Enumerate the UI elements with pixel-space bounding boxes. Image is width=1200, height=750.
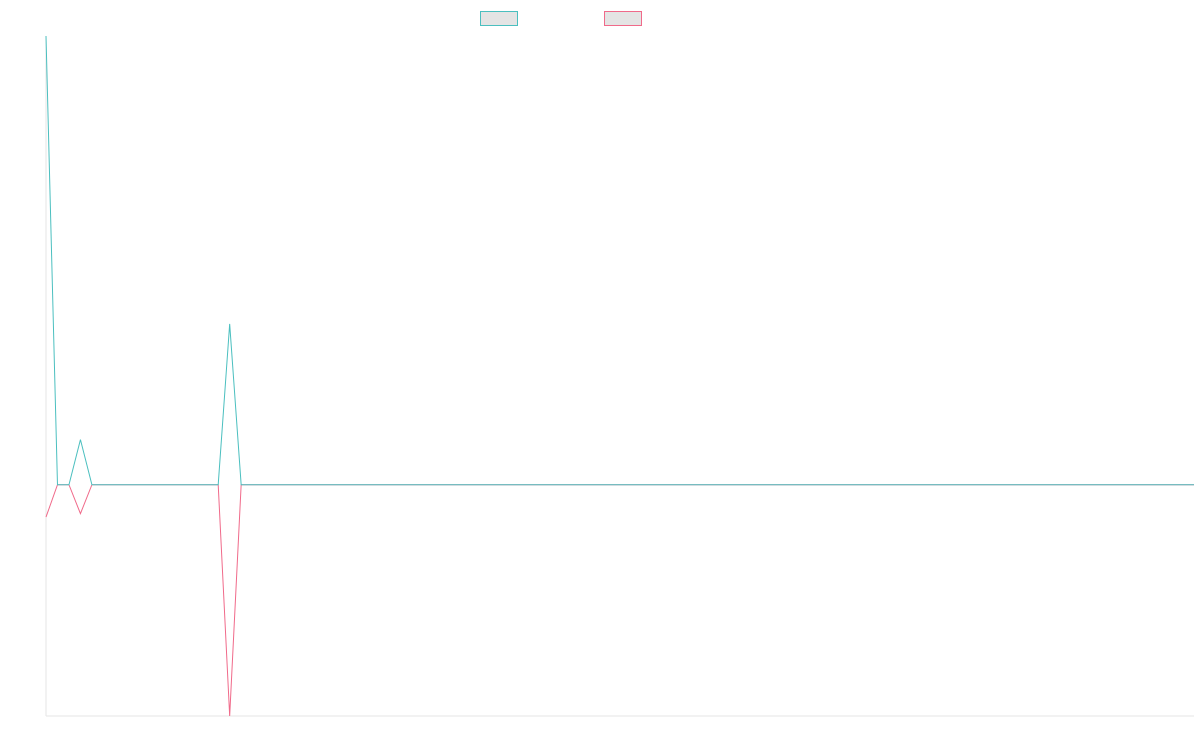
chart-legend [0,9,1200,27]
legend-item-series-1[interactable] [480,9,524,27]
legend-swatch-series-2 [604,10,642,26]
series-line-1 [45,35,1194,486]
legend-item-series-2[interactable] [604,9,648,27]
series-line-2 [45,484,1194,717]
legend-swatch-series-1 [480,10,518,26]
